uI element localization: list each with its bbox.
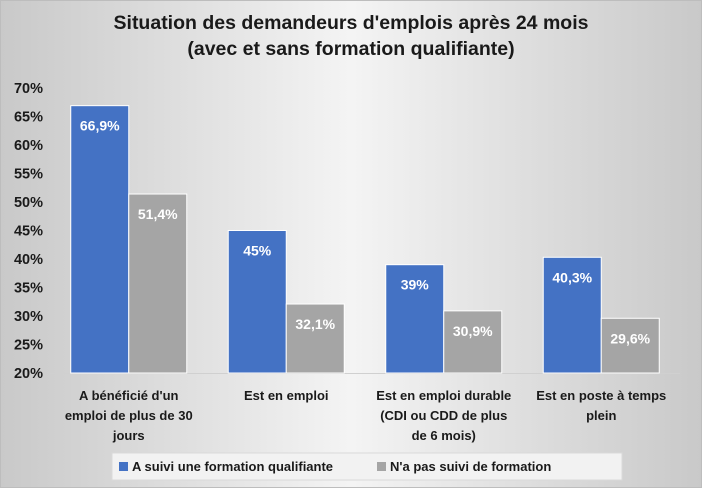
bar	[285, 303, 345, 374]
y-tick-label: 50%	[14, 195, 43, 211]
data-label: 39%	[401, 277, 430, 293]
category-label: Est en emploi durable	[376, 388, 511, 403]
legend-label: N'a pas suivi de formation	[390, 459, 551, 474]
y-tick-label: 70%	[14, 81, 43, 97]
data-label: 51,4%	[138, 206, 178, 222]
y-tick-label: 45%	[14, 224, 43, 240]
data-label: 30,9%	[453, 323, 493, 339]
y-tick-label: 65%	[14, 110, 43, 126]
category-label: Est en poste à temps	[536, 388, 666, 403]
category-label: plein	[586, 408, 616, 423]
chart-title-line-1: Situation des demandeurs d'emplois après…	[113, 12, 589, 34]
y-tick-label: 20%	[14, 366, 43, 382]
bar	[227, 230, 287, 374]
y-tick-label: 55%	[14, 167, 43, 183]
bar	[385, 264, 445, 374]
chart-title: Situation des demandeurs d'emplois après…	[0, 10, 702, 62]
category-label: jours	[112, 428, 145, 443]
data-label: 40,3%	[552, 269, 592, 285]
data-label: 45%	[243, 243, 272, 259]
data-label: 32,1%	[295, 316, 335, 332]
bar	[443, 310, 503, 374]
bar	[128, 193, 188, 374]
bar	[70, 105, 130, 374]
data-label: 66,9%	[80, 118, 120, 134]
legend-label: A suivi une formation qualifiante	[132, 459, 333, 474]
y-tick-label: 35%	[14, 281, 43, 297]
category-label: emploi de plus de 30	[65, 408, 193, 423]
y-tick-label: 60%	[14, 138, 43, 154]
category-label: A bénéficié d'un	[79, 388, 178, 403]
data-label: 29,6%	[610, 330, 650, 346]
legend-swatch	[119, 462, 128, 471]
bar	[542, 256, 602, 374]
y-tick-label: 40%	[14, 252, 43, 268]
chart-title-line-2: (avec et sans formation qualifiante)	[187, 38, 515, 60]
y-tick-label: 30%	[14, 309, 43, 325]
bar	[600, 317, 660, 374]
y-tick-label: 25%	[14, 338, 43, 354]
legend-box	[111, 452, 623, 481]
category-label: de 6 mois)	[412, 428, 476, 443]
legend-swatch	[377, 462, 386, 471]
category-label: (CDI ou CDD de plus	[380, 408, 507, 423]
category-label: Est en emploi	[244, 388, 329, 403]
